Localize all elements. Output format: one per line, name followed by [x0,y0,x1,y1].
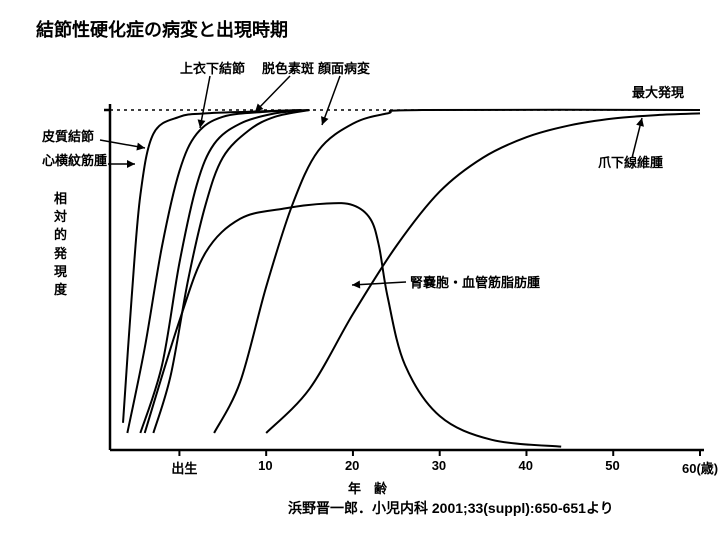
x-tick: 10 [258,458,272,473]
x-tick: 20 [345,458,359,473]
x-tick: 30 [432,458,446,473]
x-tick: 60(歳) [682,458,718,477]
x-tick: 出生 [171,458,197,477]
x-tick: 50 [605,458,619,473]
x-tick: 40 [518,458,532,473]
